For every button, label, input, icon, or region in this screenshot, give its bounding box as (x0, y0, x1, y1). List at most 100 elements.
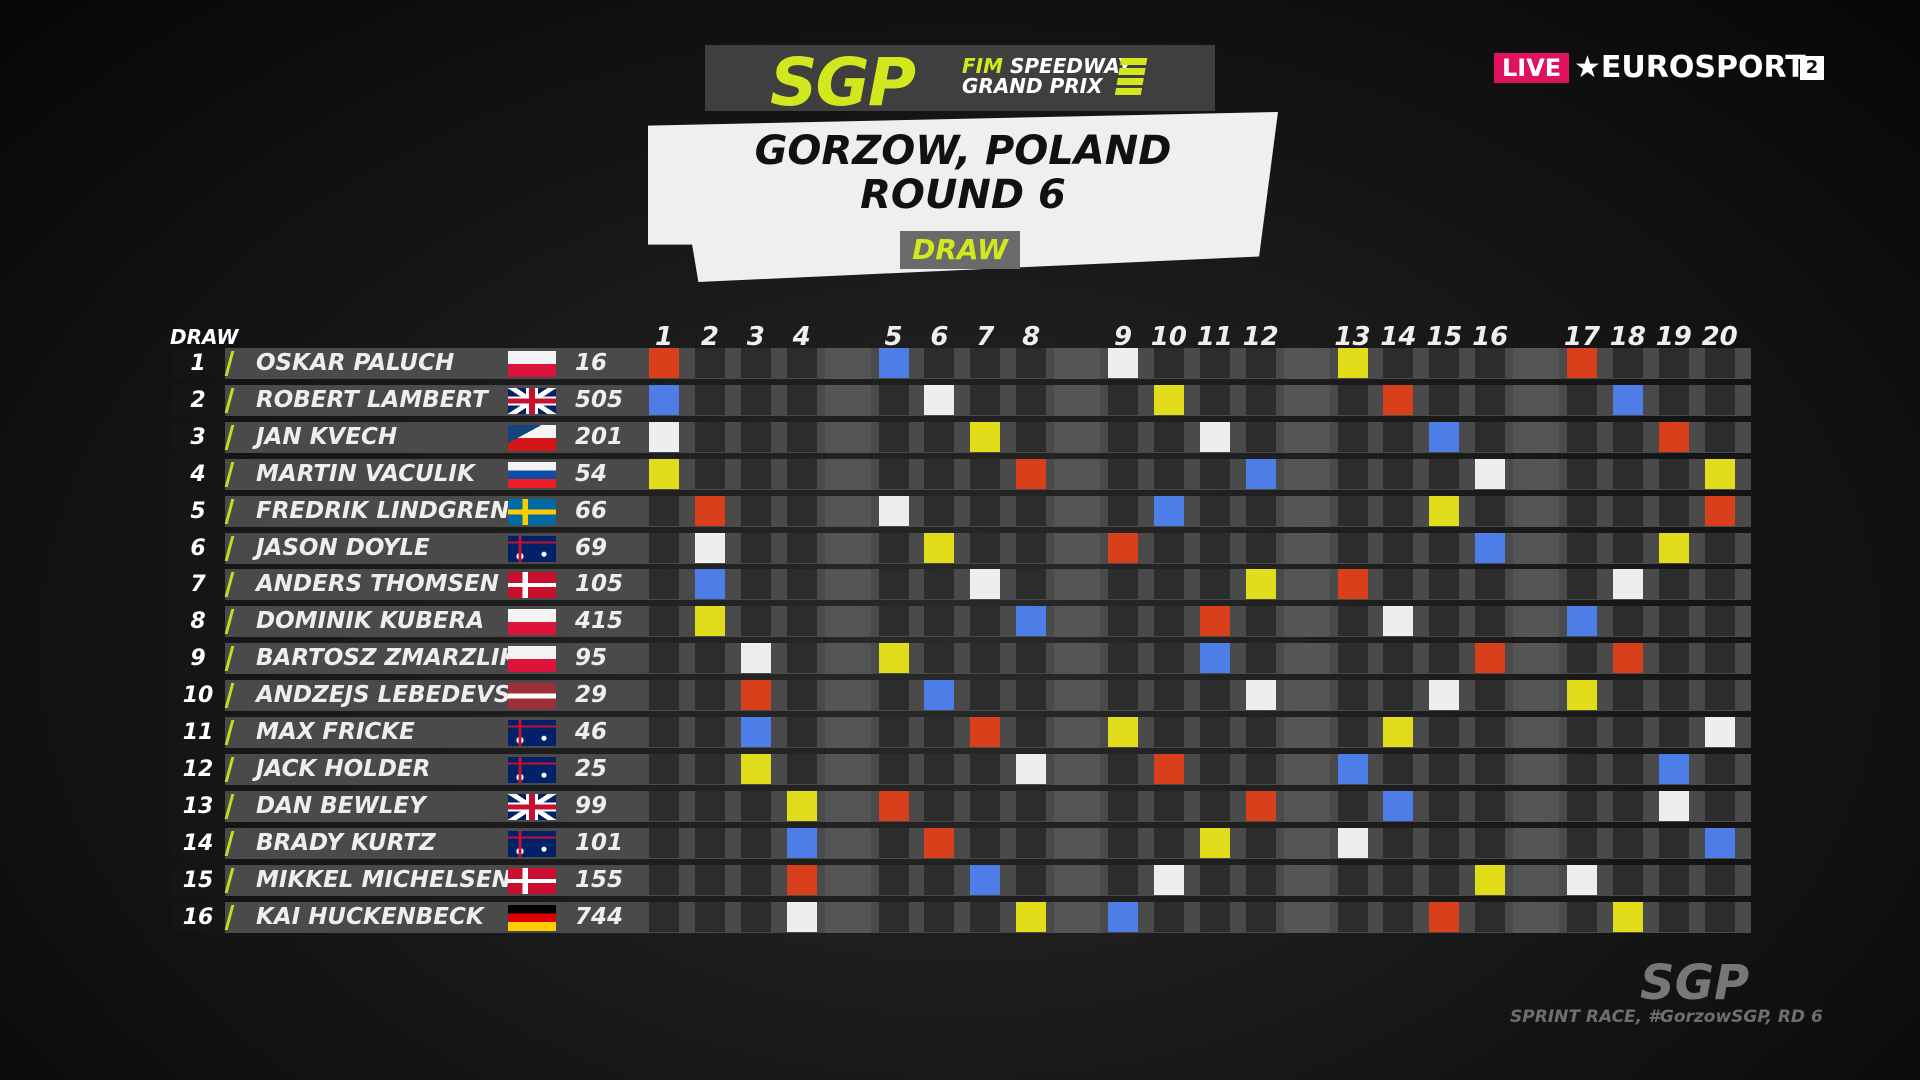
heat-header-13: 13 (1334, 322, 1371, 352)
heat-5-empty-cell (878, 532, 909, 563)
rider-number: 95 (575, 645, 608, 672)
heat-19-empty-cell (1658, 864, 1689, 895)
heat-10-empty-cell (1153, 606, 1184, 637)
heat-9-empty-cell (1108, 753, 1138, 784)
heat-17-empty-cell (1567, 458, 1597, 489)
heat-header-12: 12 (1242, 322, 1279, 352)
heat-9-gate-w (1108, 348, 1138, 378)
heat-5-empty-cell (878, 901, 909, 932)
draw-number: 11 (171, 717, 225, 748)
heat-7-empty-cell (970, 348, 1001, 378)
heat-3-gate-y (740, 753, 771, 784)
slash-divider-icon (224, 646, 235, 672)
heat-14-empty-cell (1383, 569, 1414, 600)
heat-3-gate-r (740, 680, 771, 711)
heat-15-gate-w (1429, 680, 1460, 711)
heat-2-empty-cell (694, 458, 725, 489)
heat-1-empty-cell (649, 864, 679, 895)
interval-column (1513, 421, 1560, 453)
heat-9-empty-cell (1108, 790, 1138, 821)
heat-16-empty-cell (1475, 569, 1506, 600)
heat-6-empty-cell (924, 753, 955, 784)
heat-3-empty-cell (740, 790, 771, 821)
heat-11-empty-cell (1199, 348, 1230, 378)
heat-1-empty-cell (649, 569, 679, 600)
heat-19-empty-cell (1658, 569, 1689, 600)
heat-2-empty-cell (694, 680, 725, 711)
heat-13-empty-cell (1337, 643, 1368, 674)
heat-17-empty-cell (1567, 717, 1597, 747)
heat-1-gate-y (649, 458, 679, 489)
heat-11-gate-b (1199, 643, 1230, 674)
heat-7-empty-cell (970, 790, 1001, 821)
interval-column (1054, 790, 1101, 822)
heat-20-empty-cell (1704, 384, 1735, 415)
heat-7-gate-y (970, 421, 1001, 452)
heat-4-empty-cell (786, 753, 817, 784)
interval-column (1513, 901, 1560, 933)
rider-name: ANDZEJS LEBEDEVS (256, 682, 511, 709)
heat-8-gate-r (1016, 458, 1047, 489)
heat-12-empty-cell (1245, 421, 1276, 452)
heat-4-empty-cell (786, 458, 817, 489)
heat-6-empty-cell (924, 458, 955, 489)
heat-7-empty-cell (970, 643, 1001, 674)
heat-3-empty-cell (740, 348, 771, 378)
heat-1-empty-cell (649, 643, 679, 674)
interval-column (824, 790, 871, 822)
rider-row: 15 MIKKEL MICHELSEN 155 (171, 864, 1751, 896)
heat-10-empty-cell (1153, 643, 1184, 674)
heat-19-gate-w (1658, 790, 1689, 821)
heat-12-empty-cell (1245, 495, 1276, 526)
channel-name: EUROSPORT (1600, 50, 1806, 85)
heat-6-empty-cell (924, 348, 955, 378)
heat-7-empty-cell (970, 458, 1001, 489)
heat-19-empty-cell (1658, 606, 1689, 637)
heat-11-gate-r (1199, 606, 1230, 637)
heat-10-empty-cell (1153, 532, 1184, 563)
heat-19-empty-cell (1658, 458, 1689, 489)
heat-18-empty-cell (1612, 421, 1643, 452)
heat-15-empty-cell (1429, 569, 1460, 600)
fim-label: FIM (962, 54, 1004, 78)
interval-column (1054, 606, 1101, 638)
interval-column (1054, 532, 1101, 564)
interval-column (1283, 753, 1330, 785)
interval-column (1054, 643, 1101, 675)
heat-2-empty-cell (694, 790, 725, 821)
live-badge: LIVE (1494, 53, 1570, 83)
flag-slovakia-icon (508, 461, 556, 488)
heat-9-empty-cell (1108, 495, 1138, 526)
heat-6-gate-b (924, 680, 955, 711)
heat-20-empty-cell (1704, 790, 1735, 821)
heat-6-empty-cell (924, 569, 955, 600)
heat-5-gate-y (878, 643, 909, 674)
heat-19-empty-cell (1658, 495, 1689, 526)
heat-10-empty-cell (1153, 569, 1184, 600)
rider-number: 99 (575, 792, 608, 819)
heat-4-empty-cell (786, 348, 817, 378)
heat-17-empty-cell (1567, 569, 1597, 600)
heat-12-gate-w (1245, 680, 1276, 711)
interval-column (1513, 827, 1560, 859)
slash-divider-icon (224, 535, 235, 561)
rider-row: 3 JAN KVECH 201 (171, 421, 1751, 453)
sgp-logo: SGP (770, 44, 916, 121)
heat-15-empty-cell (1429, 643, 1460, 674)
heat-20-empty-cell (1704, 643, 1735, 674)
heat-5-gate-w (878, 495, 909, 526)
heat-6-empty-cell (924, 790, 955, 821)
interval-column (1283, 458, 1330, 490)
heat-2-empty-cell (694, 384, 725, 415)
interval-column (1283, 680, 1330, 712)
flag-australia-icon (508, 756, 556, 783)
rider-number: 69 (575, 534, 608, 561)
heat-13-empty-cell (1337, 495, 1368, 526)
heat-7-empty-cell (970, 495, 1001, 526)
interval-column (1283, 901, 1330, 933)
heat-2-gate-b (694, 569, 725, 600)
interval-column (824, 569, 871, 601)
draw-tag: DRAW (900, 231, 1020, 269)
heat-18-empty-cell (1612, 790, 1643, 821)
flag-denmark-icon (508, 572, 556, 599)
